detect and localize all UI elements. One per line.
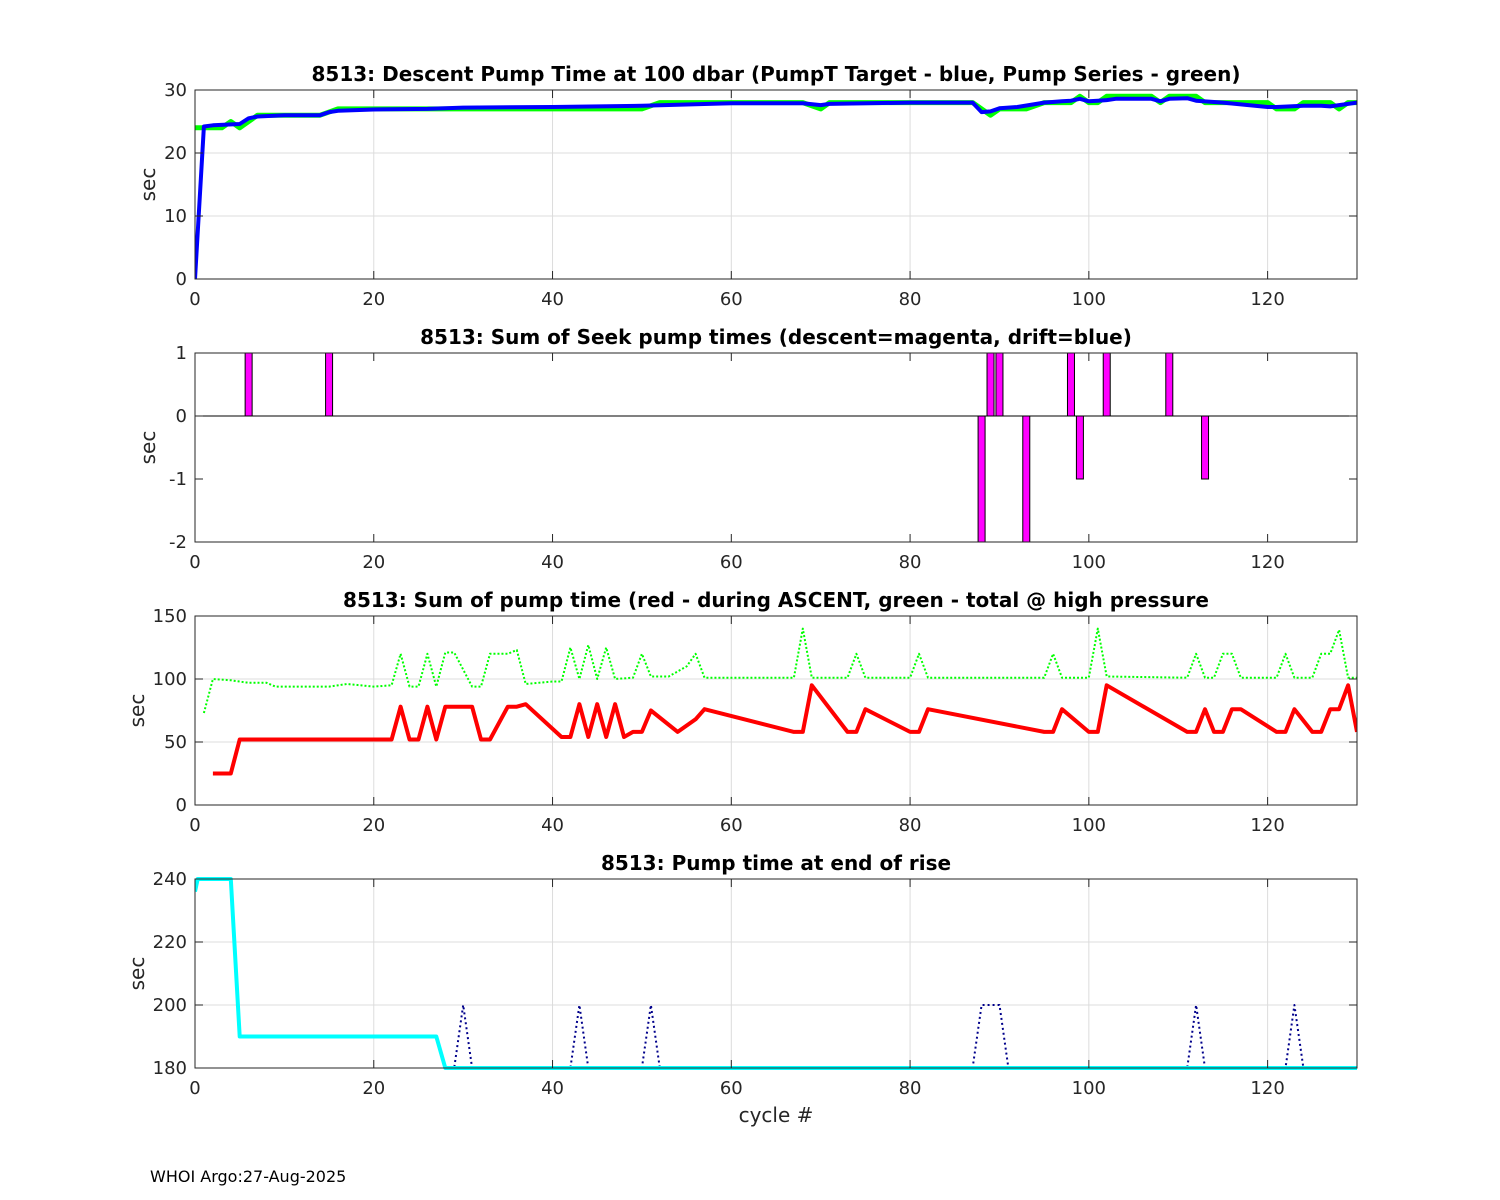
x-tick-label: 60 [720, 289, 743, 310]
y-axis-label: sec [125, 957, 149, 991]
y-tick-label: 220 [153, 932, 187, 953]
x-tick-label: 60 [720, 1078, 743, 1099]
plot-area [195, 616, 1357, 805]
x-tick-label: 100 [1072, 552, 1106, 573]
footer-text: WHOI Argo:27-Aug-2025 [150, 1167, 346, 1186]
chart-panel-3: 0 20 40 60 80 100 120 0 50 100 150 8513: Sum of pum… [125, 588, 1358, 836]
y-tick-label: 0 [176, 406, 187, 427]
bar [995, 352, 1004, 417]
plot-frame [194, 352, 1358, 543]
x-tick-label: 40 [541, 815, 564, 836]
y-tick-label: 100 [153, 669, 187, 690]
plot-frame [194, 615, 1358, 806]
x-tick-label: 100 [1072, 1078, 1106, 1099]
bar [1022, 415, 1031, 543]
x-tick-label: 40 [541, 289, 564, 310]
x-tick-label: 100 [1072, 815, 1106, 836]
y-tick-label: 0 [176, 269, 187, 290]
x-tick-label: 80 [899, 289, 922, 310]
x-tick-label: 80 [899, 815, 922, 836]
x-tick-label: 120 [1250, 552, 1284, 573]
y-tick-label: 10 [164, 206, 187, 227]
chart-panel-2: 0 20 40 60 80 100 120 -2 -1 0 1 8513: Sum of Seek p… [136, 325, 1358, 573]
series-line-blue [195, 96, 1357, 280]
x-tick-label: 120 [1250, 1078, 1284, 1099]
y-tick-label: 1 [176, 343, 187, 364]
chart-panel-1: 0 20 40 60 80 100 120 0 10 20 30 8513: Descent Pump… [136, 62, 1358, 310]
chart-panel-4: 0 20 40 60 80 100 120 180 200 220 240 8513: Pump ti… [125, 851, 1358, 1127]
x-tick-label: 120 [1250, 815, 1284, 836]
chart-title: 8513: Pump time at end of rise [601, 851, 951, 875]
bar [1165, 352, 1174, 417]
y-tick-label: 20 [164, 143, 187, 164]
x-axis-label: cycle # [739, 1103, 814, 1127]
bar [325, 352, 334, 417]
x-tick-label: 120 [1250, 289, 1284, 310]
y-axis-label: sec [136, 168, 160, 202]
y-tick-label: 240 [153, 869, 187, 890]
x-tick-label: 40 [541, 1078, 564, 1099]
x-tick-label: 0 [189, 1078, 200, 1099]
plot-area [195, 90, 1357, 279]
y-tick-label: 50 [164, 732, 187, 753]
series-line-green [202, 627, 1357, 714]
x-tick-label: 60 [720, 552, 743, 573]
y-axis-label: sec [136, 431, 160, 465]
bar [1075, 415, 1084, 480]
y-tick-label: 180 [153, 1058, 187, 1079]
x-tick-label: 100 [1072, 289, 1106, 310]
series-line-dark_blue [445, 1004, 1305, 1069]
x-tick-label: 0 [189, 552, 200, 573]
bar [244, 352, 253, 417]
plot-area [195, 353, 1357, 542]
y-tick-label: 200 [153, 995, 187, 1016]
x-tick-label: 20 [362, 552, 385, 573]
y-tick-label: 150 [153, 606, 187, 627]
series-line-red [212, 683, 1357, 776]
x-tick-label: 20 [362, 1078, 385, 1099]
y-axis-label: sec [125, 694, 149, 728]
x-tick-label: 20 [362, 815, 385, 836]
bar [1066, 352, 1075, 417]
x-tick-label: 60 [720, 815, 743, 836]
chart-title: 8513: Sum of pump time (red - during ASC… [343, 588, 1209, 612]
chart-title: 8513: Sum of Seek pump times (descent=ma… [420, 325, 1132, 349]
plot-frame [194, 878, 1358, 1069]
bar [1102, 352, 1111, 417]
plot-frame [194, 89, 1358, 280]
y-tick-label: 0 [176, 795, 187, 816]
chart-title: 8513: Descent Pump Time at 100 dbar (Pum… [312, 62, 1241, 86]
x-tick-label: 0 [189, 815, 200, 836]
x-tick-label: 80 [899, 552, 922, 573]
y-tick-label: -1 [169, 469, 187, 490]
y-tick-label: -2 [169, 532, 187, 553]
x-tick-label: 20 [362, 289, 385, 310]
y-tick-label: 30 [164, 80, 187, 101]
bar [977, 415, 986, 543]
x-tick-label: 80 [899, 1078, 922, 1099]
bar [1201, 415, 1210, 480]
bar [986, 352, 995, 417]
plot-area [195, 879, 1357, 1068]
x-tick-label: 40 [541, 552, 564, 573]
x-tick-label: 0 [189, 289, 200, 310]
